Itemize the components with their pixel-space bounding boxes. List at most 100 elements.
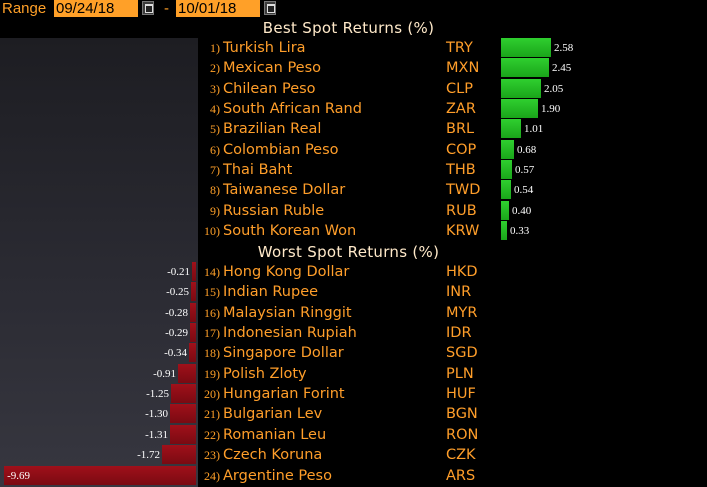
return-bar [178,364,196,383]
return-bar [501,201,509,220]
currency-name: Colombian Peso [223,142,339,158]
currency-code: RUB [446,203,477,219]
return-bar [501,221,507,240]
currency-table [198,18,499,487]
return-value: -1.25 [146,388,169,400]
currency-name: Taiwanese Dollar [223,182,346,198]
worst-returns-title: Worst Spot Returns (%) [257,243,440,261]
currency-code: TRY [446,40,473,56]
currency-code: IDR [446,325,472,341]
return-value: -1.72 [137,449,160,461]
rank-number: 22) [204,428,220,442]
rank-number: 15) [204,285,220,299]
calendar-icon[interactable] [142,1,154,15]
return-value: -0.25 [166,286,189,298]
return-bar [191,282,196,301]
rank-number: 1) [210,41,220,55]
rank-number: 3) [210,82,220,96]
return-value: -1.30 [145,408,168,420]
currency-code: BRL [446,121,475,137]
currency-code: SGD [446,345,478,361]
return-bar [501,79,541,98]
return-value: 0.54 [514,184,534,196]
return-value: 1.01 [524,123,544,135]
currency-name: Turkish Lira [223,40,306,56]
rank-number: 24) [204,469,220,483]
return-bar [4,466,196,485]
return-value: -0.91 [153,368,176,380]
currency-name: Romanian Leu [223,427,327,443]
currency-name: South Korean Won [223,223,357,239]
date-separator: - [164,0,169,17]
return-bar [171,384,196,403]
rank-number: 21) [204,407,220,421]
currency-code: KRW [446,223,480,239]
rank-number: 18) [204,346,220,360]
currency-code: INR [446,284,472,300]
currency-code: CZK [446,447,476,463]
return-value: 0.33 [510,225,530,237]
currency-name: Bulgarian Lev [223,406,323,422]
return-bar [189,343,196,362]
return-bar [190,303,196,322]
return-bar [190,323,196,342]
currency-code: TWD [446,182,481,198]
return-value: 0.57 [515,164,535,176]
currency-name: South African Rand [223,101,362,117]
currency-code: HKD [446,264,478,280]
return-bar [501,140,514,159]
return-value: -9.69 [7,470,30,482]
rank-number: 2) [210,61,220,75]
currency-name: Singapore Dollar [223,345,344,361]
rank-number: 8) [210,183,220,197]
end-date-input[interactable]: 10/01/18 [176,0,260,17]
currency-code: MXN [446,60,480,76]
currency-name: Hong Kong Dollar [223,264,350,280]
currency-code: THB [446,162,476,178]
rank-number: 4) [210,102,220,116]
rank-number: 5) [210,122,220,136]
return-bar [170,404,196,423]
negative-bar-area [0,38,198,487]
return-bar [162,445,196,464]
range-label: Range [2,0,47,17]
return-value: -0.34 [164,347,187,359]
best-returns-title: Best Spot Returns (%) [262,19,435,37]
return-value: -0.21 [167,266,190,278]
return-bar [501,99,538,118]
currency-name: Polish Zloty [223,366,307,382]
start-date-input[interactable]: 09/24/18 [54,0,138,17]
currency-code: MYR [446,305,478,321]
rank-number: 19) [204,367,220,381]
currency-name: Mexican Peso [223,60,322,76]
rank-number: 6) [210,143,220,157]
currency-code: CLP [446,81,473,97]
currency-name: Czech Koruna [223,447,323,463]
rank-number: 14) [204,265,220,279]
currency-code: HUF [446,386,476,402]
currency-name: Argentine Peso [223,468,332,484]
currency-code: RON [446,427,479,443]
rank-number: 10) [204,224,220,238]
return-bar [501,38,551,57]
currency-code: BGN [446,406,478,422]
currency-name: Indian Rupee [223,284,319,300]
currency-code: ARS [446,468,476,484]
return-value: 0.68 [517,144,537,156]
currency-name: Russian Ruble [223,203,325,219]
return-value: 1.90 [541,103,561,115]
return-bar [501,180,511,199]
currency-name: Thai Baht [223,162,293,178]
return-value: -0.29 [165,327,188,339]
rank-number: 16) [204,306,220,320]
return-value: 2.45 [552,62,572,74]
return-value: 0.40 [512,205,532,217]
currency-name: Hungarian Forint [223,386,345,402]
rank-number: 17) [204,326,220,340]
calendar-icon[interactable] [264,1,276,15]
currency-code: COP [446,142,477,158]
currency-name: Malaysian Ringgit [223,305,352,321]
return-value: -0.28 [165,307,188,319]
currency-name: Indonesian Rupiah [223,325,357,341]
rank-number: 20) [204,387,220,401]
